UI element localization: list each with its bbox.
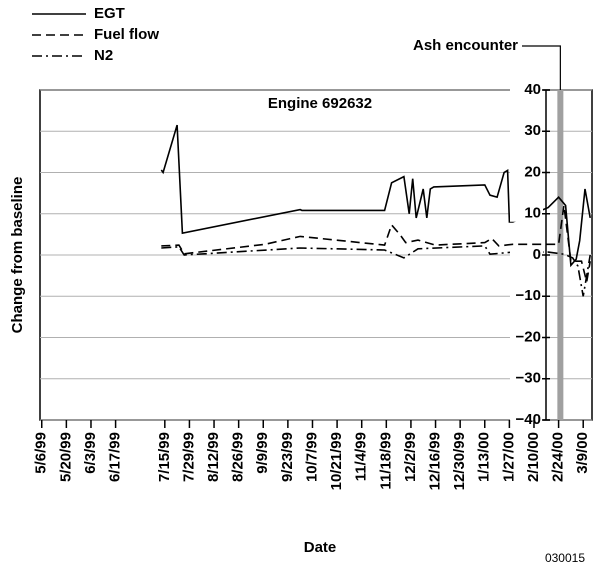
y-tick-label: 0 xyxy=(533,246,541,263)
tick-label-bg xyxy=(510,329,543,346)
x-tick-label: 7/15/99 xyxy=(156,432,173,482)
annotation-leader xyxy=(522,45,561,90)
series-line xyxy=(160,124,591,268)
x-tick-label: 1/13/00 xyxy=(476,432,493,482)
x-tick-label: 12/2/99 xyxy=(402,432,419,482)
annotation-label: Ash encounter xyxy=(413,37,518,54)
x-tick-label: 9/9/99 xyxy=(254,432,271,474)
legend-label: Fuel flow xyxy=(94,26,159,43)
tick-label-bg xyxy=(510,205,543,222)
tick-label-bg xyxy=(510,412,543,428)
y-tick-label: −30 xyxy=(516,370,541,387)
x-tick-label: 9/23/99 xyxy=(279,432,296,482)
y-tick-label: 40 xyxy=(524,81,541,98)
y-tick-label: 20 xyxy=(524,163,541,180)
x-tick-label: 6/3/99 xyxy=(82,432,99,474)
y-tick-label: −20 xyxy=(516,328,541,345)
x-tick-label: 11/18/99 xyxy=(377,432,394,490)
tick-label-bg xyxy=(510,288,543,305)
x-tick-label: 12/16/99 xyxy=(427,432,444,490)
series-line xyxy=(161,245,591,297)
tick-label-bg xyxy=(510,164,543,181)
x-tick-label: 12/30/99 xyxy=(451,432,468,490)
x-axis-label: Date xyxy=(304,539,337,556)
y-tick-label: 10 xyxy=(524,205,541,222)
x-tick-label: 8/26/99 xyxy=(230,432,247,482)
tick-label-bg xyxy=(510,247,543,263)
y-tick-label: −40 xyxy=(516,411,541,428)
x-tick-label: 8/12/99 xyxy=(205,432,222,482)
x-tick-label: 2/10/00 xyxy=(525,432,542,482)
x-tick-label: 10/7/99 xyxy=(303,432,320,482)
series-line xyxy=(161,205,591,282)
footnote: 030015 xyxy=(545,551,585,565)
x-tick-label: 3/9/00 xyxy=(574,432,591,474)
chart-title: Engine 692632 xyxy=(268,95,372,112)
x-tick-label: 5/20/99 xyxy=(57,432,74,482)
ash-encounter-bar xyxy=(557,90,564,420)
x-tick-label: 11/4/99 xyxy=(353,432,370,481)
legend-label: EGT xyxy=(94,5,125,22)
y-tick-label: 30 xyxy=(524,122,541,139)
tick-label-bg xyxy=(510,370,543,387)
x-tick-label: 10/21/99 xyxy=(328,432,345,490)
x-tick-label: 7/29/99 xyxy=(180,432,197,482)
x-tick-label: 6/17/99 xyxy=(107,432,124,482)
x-tick-label: 5/6/99 xyxy=(33,432,50,474)
tick-label-bg xyxy=(510,123,543,140)
legend-label: N2 xyxy=(94,47,113,64)
y-tick-label: −10 xyxy=(516,287,541,304)
series-lines xyxy=(160,124,591,297)
tick-label-bg xyxy=(510,82,543,98)
y-axis-label: Change from baseline xyxy=(9,177,26,334)
x-tick-label: 2/24/00 xyxy=(550,432,567,482)
x-tick-label: 1/27/00 xyxy=(500,432,517,482)
